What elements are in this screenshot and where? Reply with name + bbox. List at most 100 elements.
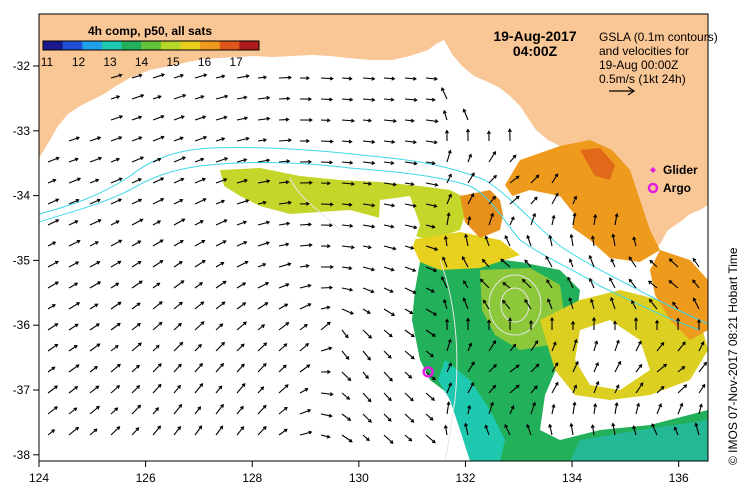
velocity-arrow bbox=[299, 324, 308, 331]
velocity-arrowhead bbox=[286, 96, 291, 101]
velocity-arrow bbox=[551, 404, 555, 415]
velocity-arrowhead bbox=[467, 216, 472, 221]
velocity-arrowhead bbox=[492, 195, 497, 200]
velocity-arrowhead bbox=[492, 340, 497, 344]
velocity-arrow bbox=[362, 329, 372, 339]
velocity-arrowhead bbox=[431, 161, 436, 166]
velocity-arrowhead bbox=[285, 180, 290, 185]
cloud-gap-1 bbox=[500, 190, 575, 248]
velocity-arrow bbox=[509, 175, 520, 184]
velocity-arrowhead bbox=[203, 135, 208, 140]
velocity-arrowhead bbox=[114, 344, 119, 349]
colorbar: 4h comp, p50, all sats 11 12 13 14 15 16 17 bbox=[41, 24, 260, 69]
velocity-arrowhead bbox=[551, 403, 556, 408]
velocity-arrowhead bbox=[679, 402, 684, 407]
velocity-arrowhead bbox=[222, 240, 227, 244]
velocity-arrowhead bbox=[410, 118, 415, 123]
velocity-arrowhead bbox=[533, 385, 538, 390]
velocity-arrow bbox=[173, 404, 182, 415]
velocity-arrow bbox=[677, 366, 685, 373]
velocity-arrow bbox=[236, 282, 246, 289]
velocity-arrowhead bbox=[305, 201, 310, 206]
velocity-arrowhead bbox=[348, 202, 353, 207]
velocity-arrow bbox=[341, 161, 353, 164]
velocity-arrow bbox=[446, 339, 452, 352]
velocity-arrow bbox=[488, 385, 496, 394]
colorbar-swatch bbox=[121, 41, 142, 50]
velocity-arrowhead bbox=[468, 153, 473, 158]
velocity-arrowhead bbox=[287, 200, 292, 205]
velocity-arrow bbox=[215, 385, 223, 394]
velocity-arrowhead bbox=[54, 281, 59, 286]
velocity-arrow bbox=[465, 234, 469, 247]
velocity-arrow bbox=[299, 244, 312, 247]
velocity-arrowhead bbox=[448, 193, 452, 198]
velocity-arrowhead bbox=[594, 340, 599, 345]
velocity-arrowhead bbox=[179, 136, 184, 141]
velocity-arrow bbox=[299, 343, 309, 352]
velocity-arrow bbox=[526, 235, 532, 247]
velocity-arrowhead bbox=[118, 177, 123, 182]
velocity-arrow bbox=[152, 136, 164, 142]
velocity-arrowhead bbox=[348, 76, 353, 81]
velocity-arrow bbox=[610, 258, 616, 268]
velocity-arrow bbox=[530, 213, 536, 226]
velocity-arrow bbox=[425, 182, 438, 186]
velocity-arrow bbox=[341, 224, 353, 227]
velocity-arrow bbox=[362, 224, 375, 228]
velocity-arrow bbox=[131, 178, 142, 184]
velocity-arrow bbox=[545, 256, 553, 268]
velocity-arrow bbox=[173, 385, 181, 394]
velocity-arrow bbox=[131, 302, 141, 310]
velocity-arrow bbox=[299, 303, 311, 310]
velocity-arrow bbox=[131, 261, 141, 268]
velocity-arrowhead bbox=[568, 297, 573, 302]
velocity-arrowhead bbox=[157, 95, 162, 99]
velocity-arrow bbox=[404, 182, 414, 186]
velocity-arrowhead bbox=[482, 299, 487, 304]
velocity-arrowhead bbox=[347, 417, 352, 421]
velocity-arrow bbox=[215, 425, 224, 436]
velocity-arrow bbox=[362, 392, 372, 402]
velocity-arrowhead bbox=[182, 93, 187, 98]
velocity-arrowhead bbox=[138, 280, 143, 285]
velocity-arrow bbox=[68, 220, 78, 226]
velocity-arrowhead bbox=[286, 221, 291, 226]
velocity-arrow bbox=[236, 199, 249, 205]
velocity-arrowhead bbox=[346, 396, 351, 400]
velocity-arrowhead bbox=[303, 323, 308, 328]
velocity-arrowhead bbox=[434, 247, 439, 251]
velocity-arrow bbox=[467, 172, 475, 184]
colorbar-swatch bbox=[141, 41, 162, 50]
argo-float-marker[interactable] bbox=[422, 366, 434, 378]
velocity-arrowhead bbox=[409, 310, 414, 315]
velocity-arrowhead bbox=[371, 76, 376, 81]
velocity-arrow bbox=[610, 297, 616, 310]
velocity-arrowhead bbox=[329, 202, 334, 207]
sst-patch-orange-gulf bbox=[460, 190, 505, 238]
velocity-arrowhead bbox=[218, 385, 223, 390]
velocity-arrowhead bbox=[412, 140, 417, 145]
velocity-arrowhead bbox=[155, 344, 160, 349]
velocity-arrow bbox=[47, 198, 59, 205]
velocity-arrow bbox=[524, 299, 532, 310]
velocity-arrowhead bbox=[410, 245, 415, 250]
velocity-arrow bbox=[89, 428, 98, 436]
velocity-arrowhead bbox=[240, 405, 244, 410]
velocity-arrow bbox=[425, 98, 435, 101]
velocity-arrowhead bbox=[221, 137, 226, 142]
velocity-arrow bbox=[614, 361, 621, 373]
velocity-arrowhead bbox=[410, 355, 415, 360]
velocity-arrowhead bbox=[306, 138, 310, 143]
velocity-arrowhead bbox=[465, 128, 470, 133]
velocity-arrowhead bbox=[96, 261, 101, 265]
velocity-arrowhead bbox=[74, 282, 79, 287]
velocity-arrow bbox=[194, 95, 204, 100]
velocity-arrowhead bbox=[701, 383, 706, 388]
velocity-arrow bbox=[110, 158, 120, 163]
velocity-arrowhead bbox=[240, 363, 245, 368]
velocity-arrowhead bbox=[178, 261, 183, 265]
velocity-arrow bbox=[68, 178, 81, 184]
velocity-arrowhead bbox=[136, 385, 141, 389]
velocity-arrow bbox=[488, 196, 496, 205]
